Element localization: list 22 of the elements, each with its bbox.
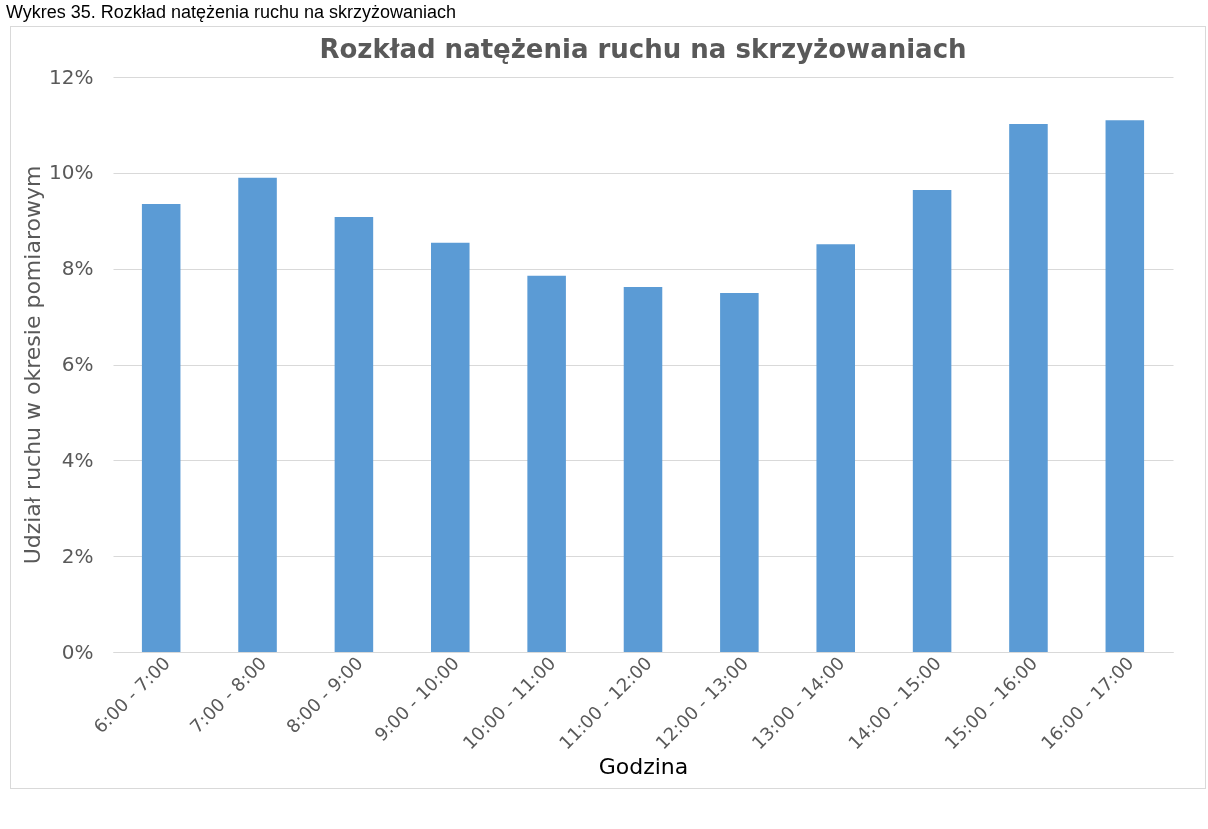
bar [431, 242, 470, 652]
y-tick-label: 6% [61, 352, 94, 376]
y-tick-label: 12% [49, 64, 94, 89]
chart-title: Rozkład natężenia ruchu na skrzyżowaniach [319, 34, 967, 64]
bar [1009, 123, 1048, 652]
bar [720, 293, 759, 652]
bar [912, 190, 952, 652]
y-tick-label: 8% [61, 256, 94, 281]
bar [1105, 120, 1145, 652]
y-tick-label: 2% [61, 543, 94, 568]
x-axis-title: Godzina [598, 754, 689, 780]
y-axis-title: Udział ruchu w okresie pomiarowym [20, 165, 46, 565]
bar [623, 286, 663, 652]
bar [527, 275, 566, 652]
bar [238, 177, 277, 652]
bar [334, 216, 374, 652]
y-tick-label: 10% [49, 160, 94, 185]
text: Wykres 35. Rozkład natężenia ruchu na skrzyżowaniach [5, 1, 458, 24]
bar [141, 203, 181, 652]
bar [816, 244, 855, 652]
y-tick-label: 0% [61, 639, 94, 664]
y-tick-label: 4% [61, 447, 94, 472]
